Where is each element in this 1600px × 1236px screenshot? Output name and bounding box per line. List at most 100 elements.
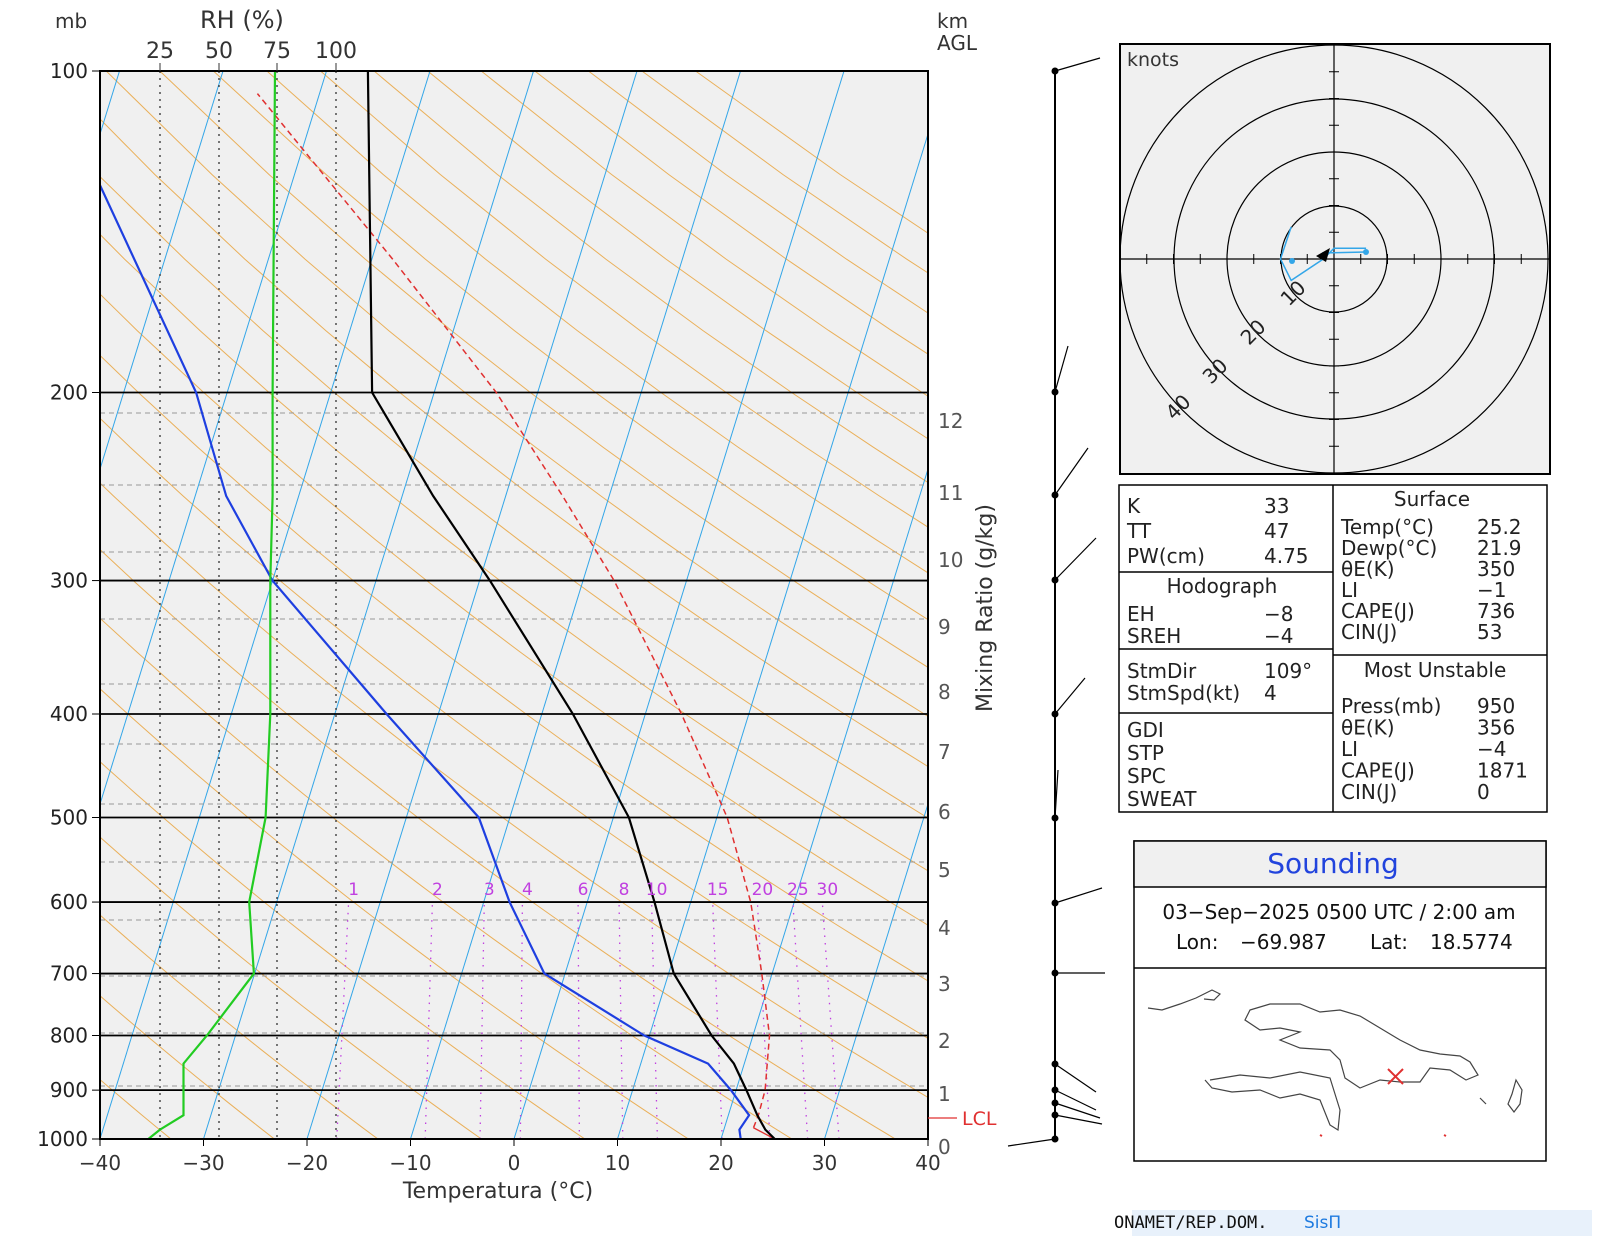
- height-unit-label: km: [937, 9, 968, 33]
- most-unstable-index-label: LI: [1341, 737, 1358, 761]
- surface-index-value: 53: [1477, 620, 1502, 644]
- pressure-tick-label: 500: [50, 805, 88, 829]
- most-unstable-index-value: 1871: [1477, 759, 1528, 783]
- wind-barb-staff: [1054, 57, 1101, 72]
- dry-adiabat: [100, 293, 928, 926]
- dry-adiabat: [105, 71, 928, 717]
- mixing-ratio-tick-label: 25: [787, 880, 809, 900]
- index-value: 4.75: [1264, 544, 1309, 568]
- wind-barb-staff: [1054, 1063, 1097, 1093]
- mixing-ratio-axis-title: Mixing Ratio (g/kg): [973, 504, 998, 712]
- isotherm: [100, 71, 431, 1139]
- lat-label: Lat:: [1370, 930, 1408, 954]
- km-tick-label: 6: [938, 800, 951, 824]
- most-unstable-index-value: 0: [1477, 780, 1490, 804]
- mixing-ratio-tick-label: 8: [619, 880, 630, 900]
- mixing-ratio-tick-label: 4: [522, 880, 533, 900]
- hodograph-index-label: SREH: [1127, 624, 1181, 648]
- temperature-tick-label: 0: [508, 1151, 521, 1175]
- other-index-label: SWEAT: [1127, 787, 1197, 811]
- index-value: 33: [1264, 494, 1289, 518]
- lon-label: Lon:: [1176, 930, 1218, 954]
- dry-adiabat: [100, 995, 275, 1139]
- wind-barb-staff: [1054, 887, 1103, 904]
- mixing-ratio-tick-label: 10: [646, 880, 668, 900]
- pressure-tick-label: 200: [50, 381, 88, 405]
- wind-barb-staff: [1054, 677, 1086, 715]
- mixing-ratio-tick-label: 30: [817, 880, 839, 900]
- surface-index-label: CAPE(J): [1341, 599, 1415, 623]
- sounding-info-box: Sounding 03−Sep−2025 0500 UTC / 2:00 am …: [1133, 840, 1547, 1162]
- hodograph-point: [1289, 258, 1295, 264]
- mixing-ratio-tick-label: 6: [578, 880, 589, 900]
- indices-table: K 33 TT 47 PW(cm) 4.75 EH −8 SREH −4 StmDir 109° Stm…: [1118, 484, 1548, 813]
- pressure-tick-label: 1000: [37, 1127, 88, 1151]
- temperature-tick-label: 40: [915, 1151, 940, 1175]
- other-index-label: GDI: [1127, 718, 1164, 742]
- hodograph-units-label: knots: [1127, 49, 1179, 71]
- parcel-trace-line: [256, 93, 771, 1128]
- surface-index-label: CIN(J): [1341, 620, 1397, 644]
- most-unstable-index-value: 950: [1477, 694, 1515, 718]
- hodograph-trace: [1321, 251, 1367, 254]
- most-unstable-index-label: CAPE(J): [1341, 759, 1415, 783]
- mixing-ratio-tick-label: 3: [484, 880, 495, 900]
- sounding-title: Sounding: [1267, 847, 1398, 880]
- dry-adiabat: [100, 761, 586, 1139]
- temperature-tick-label: 10: [605, 1151, 630, 1175]
- temperature-tick-label: 20: [708, 1151, 733, 1175]
- surface-index-value: −1: [1477, 578, 1506, 602]
- dry-adiabat: [100, 176, 928, 819]
- surface-index-label: LI: [1341, 578, 1358, 602]
- km-tick-label: 9: [938, 615, 951, 639]
- dewpoint-line: [100, 182, 751, 1139]
- footer-org: ONAMET/REP.DOM.: [1114, 1213, 1268, 1233]
- wind-barb-staff: [1054, 1102, 1101, 1119]
- hodograph-index-value: −8: [1264, 602, 1293, 626]
- skewt-plot-area: [100, 71, 928, 1139]
- storm-index-label: StmDir: [1127, 659, 1197, 683]
- rh-tick-label: 75: [263, 39, 291, 64]
- hodograph-index-label: EH: [1127, 602, 1155, 626]
- footer-bar: ONAMET/REP.DOM. SisΠ: [1114, 1210, 1592, 1236]
- most-unstable-index-value: 356: [1477, 716, 1515, 740]
- temperature-tick-label: −20: [286, 1151, 328, 1175]
- station-marker: [1387, 1068, 1404, 1085]
- dry-adiabat: [100, 548, 896, 1139]
- km-tick-label: 3: [938, 972, 951, 996]
- isotherm: [410, 71, 741, 1139]
- surface-index-value: 350: [1477, 557, 1515, 581]
- km-tick-label: 5: [938, 858, 951, 882]
- pressure-tick-label: 700: [50, 962, 88, 986]
- index-label: PW(cm): [1127, 544, 1205, 568]
- temperature-tick-label: −40: [79, 1151, 121, 1175]
- km-tick-label: 12: [938, 409, 963, 433]
- mixing-ratio-tick-label: 15: [707, 880, 729, 900]
- temperature-tick-label: 30: [812, 1151, 837, 1175]
- dry-adiabat: [100, 914, 379, 1139]
- surface-index-value: 25.2: [1477, 515, 1522, 539]
- surface-index-label: Temp(°C): [1340, 515, 1434, 539]
- wind-barb-column: [1007, 57, 1105, 1147]
- km-tick-label: 7: [938, 740, 951, 764]
- km-tick-label: 8: [938, 680, 951, 704]
- sounding-datetime: 03−Sep−2025 0500 UTC / 2:00 am: [1162, 900, 1515, 924]
- storm-motion-arrow: [1316, 248, 1330, 262]
- wind-barb-staff: [1054, 1089, 1097, 1111]
- dry-adiabat: [100, 118, 928, 768]
- other-index-label: STP: [1127, 741, 1164, 765]
- km-tick-label: 10: [938, 548, 963, 572]
- isotherm: [100, 71, 224, 471]
- most-unstable-index-label: θE(K): [1341, 716, 1395, 740]
- km-tick-label: 11: [938, 481, 963, 505]
- index-label: K: [1127, 494, 1141, 518]
- lon-value: −69.987: [1240, 930, 1327, 954]
- km-tick-label: 1: [938, 1082, 951, 1106]
- wind-barb-staff: [1054, 769, 1059, 819]
- island-map: [1147, 989, 1523, 1132]
- lat-value: 18.5774: [1430, 930, 1513, 954]
- temperature-tick-label: −30: [182, 1151, 224, 1175]
- surface-index-value: 736: [1477, 599, 1515, 623]
- lcl-label: LCL: [962, 1108, 997, 1130]
